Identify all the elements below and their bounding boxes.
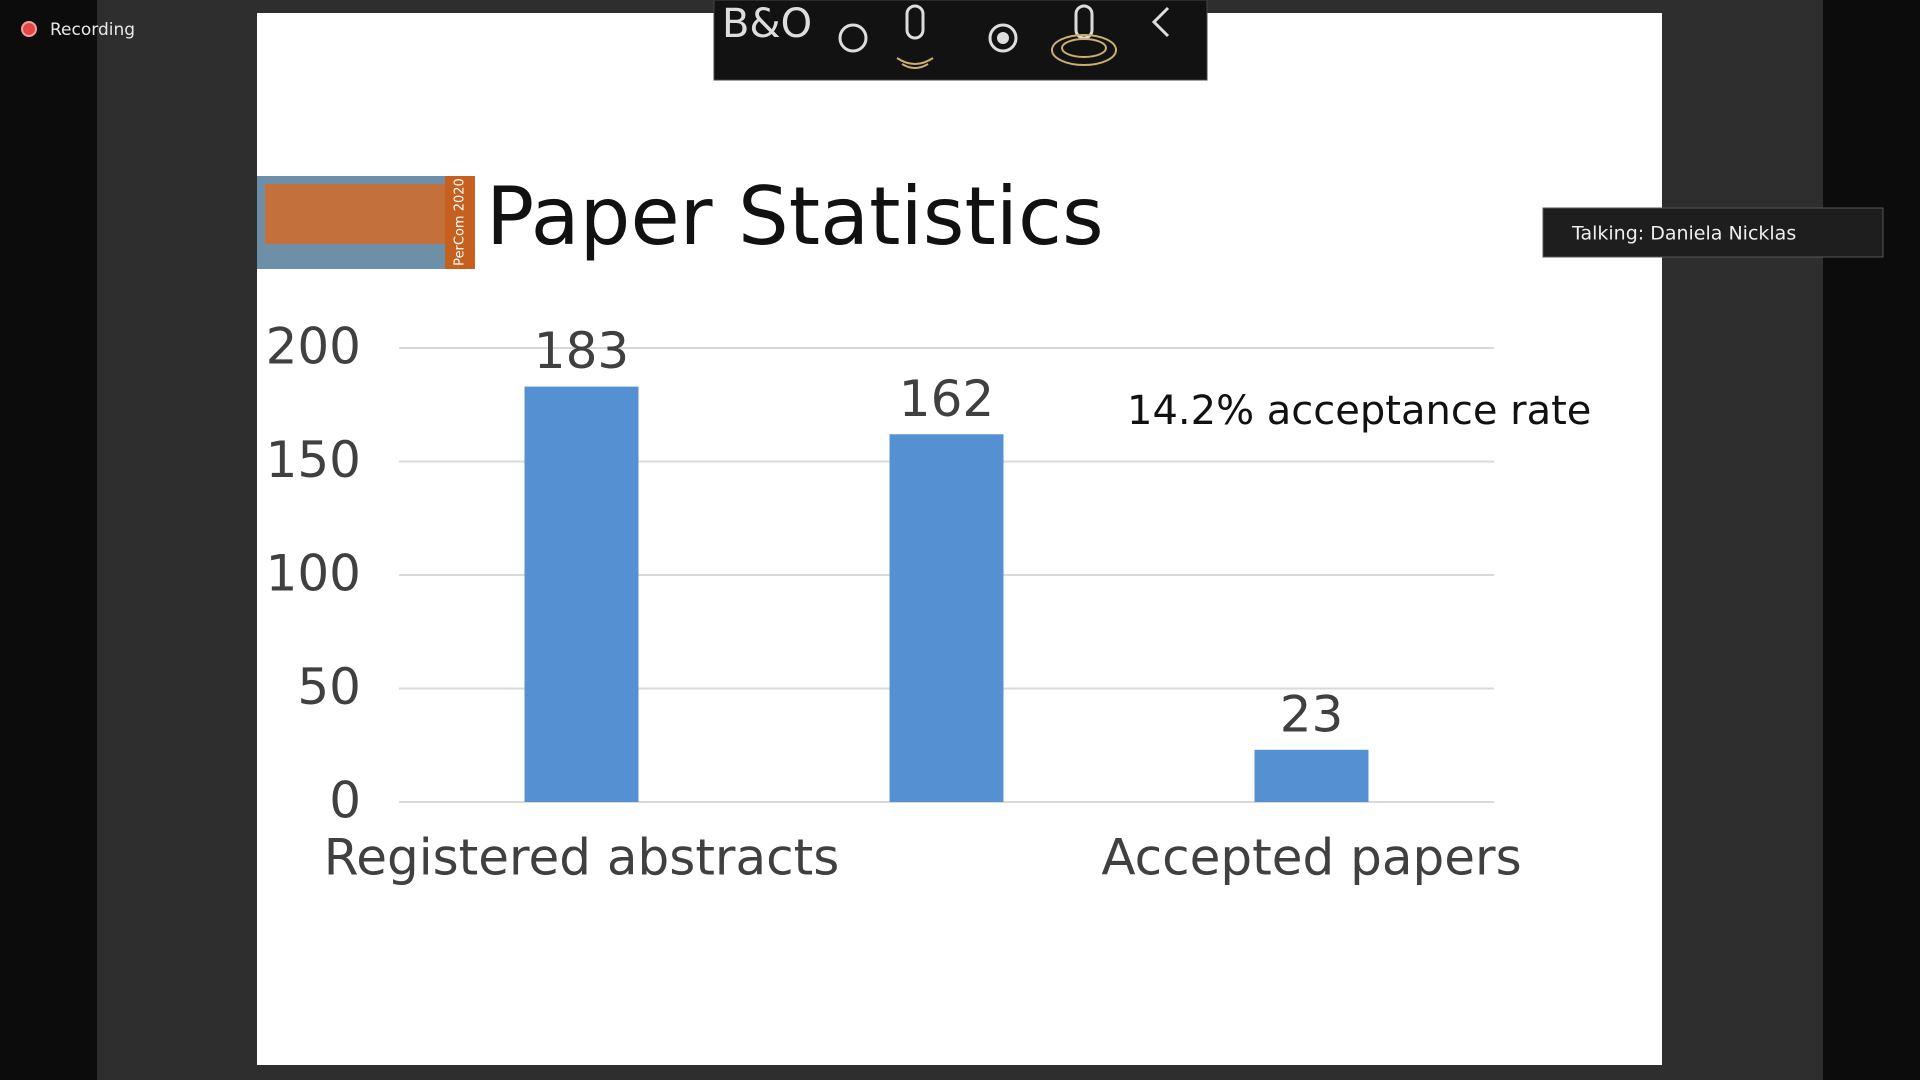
x-tick-label: Accepted papers: [1101, 829, 1521, 887]
collapse-button[interactable]: [1151, 6, 1170, 38]
bar: [524, 386, 639, 802]
toolbar: B&O: [713, 0, 1208, 81]
toolbar-button[interactable]: [988, 23, 1018, 53]
y-tick-label: 0: [329, 772, 361, 830]
annotation: 14.2% acceptance rate: [1127, 388, 1591, 434]
mic-waves: [1051, 34, 1117, 66]
y-tick-label: 150: [266, 431, 361, 489]
talking-box: [1542, 207, 1884, 258]
logo-postcard: [265, 184, 445, 244]
data-label: 183: [534, 322, 629, 380]
toolbar-dot: [997, 32, 1009, 44]
toolbar-bg: [713, 0, 1208, 81]
data-label: 162: [899, 370, 994, 428]
talking-label: Talking: Daniela Nicklas: [1571, 223, 1796, 245]
y-tick-label: 100: [266, 545, 361, 603]
y-tick-label: 200: [266, 318, 361, 376]
toolbar-button[interactable]: [838, 23, 868, 53]
y-tick-label: 50: [297, 658, 361, 716]
mic-icon[interactable]: [905, 4, 925, 40]
slide-title: Paper Statistics: [486, 170, 1104, 263]
data-label: 23: [1280, 685, 1344, 743]
x-tick-label: Registered abstracts: [324, 829, 840, 887]
logo-band: [445, 176, 475, 269]
bar: [889, 434, 1004, 802]
left-strip: [0, 0, 97, 1080]
recording-dot: [21, 21, 37, 37]
logo-text: PerCom 2020: [453, 178, 468, 266]
recording-label: Recording: [50, 20, 135, 40]
right-strip: [1823, 0, 1920, 1080]
toolbar-logo[interactable]: B&O: [722, 1, 812, 47]
mic-waves: [896, 57, 934, 69]
bar: [1254, 749, 1369, 802]
mic-waves: [1061, 38, 1107, 58]
slide-logo: PerCom 2020: [257, 176, 475, 269]
